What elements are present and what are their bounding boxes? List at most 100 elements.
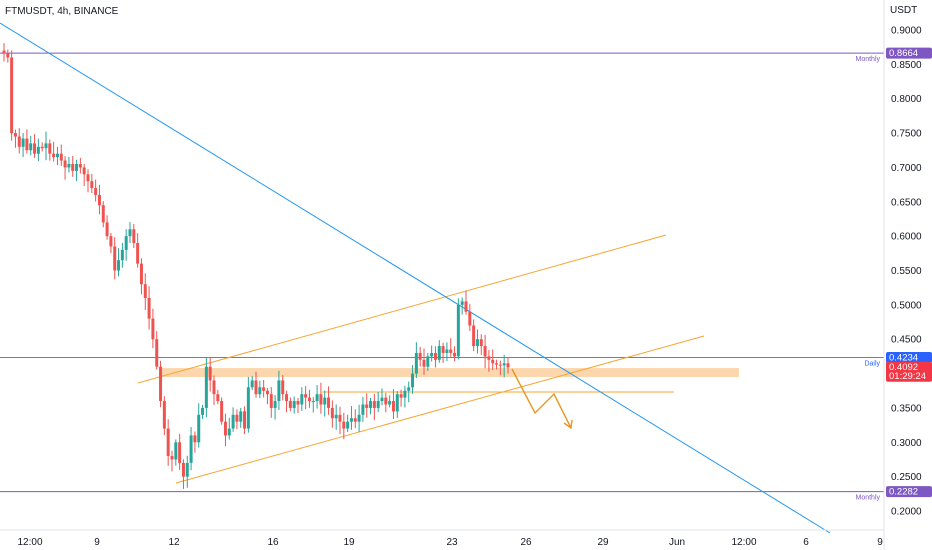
- candle-body: [246, 387, 250, 429]
- candle-body: [6, 53, 10, 58]
- candle-body: [139, 263, 143, 285]
- candle-body: [361, 404, 365, 415]
- candle-body: [342, 421, 346, 429]
- candle-body: [2, 50, 6, 54]
- candle-body: [304, 394, 308, 398]
- candle-body: [357, 414, 361, 422]
- x-tick-label: 19: [343, 537, 355, 548]
- y-tick-label: 0.5500: [891, 266, 922, 277]
- candle-body: [254, 380, 258, 395]
- candle-body: [472, 325, 476, 347]
- candle-body: [334, 414, 338, 419]
- candle-body: [128, 229, 132, 237]
- channel-upper-line: [137, 234, 667, 384]
- y-tick-label: 0.2500: [891, 472, 922, 483]
- price-tag-label-0: 0.8664: [889, 48, 918, 59]
- candle-body: [44, 143, 48, 149]
- candle-body: [82, 167, 86, 175]
- candle-body: [25, 138, 29, 151]
- candle-body: [498, 364, 502, 366]
- y-tick-label: 0.6000: [891, 232, 922, 243]
- candle-body: [430, 352, 434, 357]
- x-tick-label: 6: [803, 537, 809, 548]
- candle-body: [90, 181, 94, 189]
- candle-body: [262, 387, 266, 391]
- candle-body: [212, 380, 216, 395]
- x-tick-label: 29: [597, 537, 609, 548]
- candle-body: [223, 421, 227, 436]
- candle-body: [136, 243, 140, 264]
- y-tick-label: 0.9000: [891, 26, 922, 37]
- channel-lower-line: [175, 335, 705, 484]
- candle-body: [52, 153, 56, 158]
- x-tick-label: 9: [94, 537, 100, 548]
- candle-body: [380, 397, 384, 402]
- candle-body: [281, 380, 285, 395]
- candle-body: [456, 304, 460, 357]
- candle-body: [193, 435, 197, 443]
- candle-body: [414, 352, 418, 374]
- candle-body: [265, 390, 269, 395]
- level-label-1: Daily: [864, 360, 880, 367]
- price-tag-label-2: 0.4092: [889, 362, 918, 373]
- candle-body: [101, 205, 105, 223]
- candle-body: [155, 339, 159, 367]
- candle-body: [189, 435, 193, 463]
- y-tick-label: 0.2000: [891, 507, 922, 518]
- candle-body: [460, 301, 464, 305]
- x-tick-label: 9: [877, 537, 883, 548]
- candle-body: [319, 394, 323, 405]
- candle-body: [59, 153, 63, 161]
- candle-body: [13, 133, 17, 137]
- candle-body: [71, 163, 75, 171]
- candle-body: [372, 401, 376, 408]
- level-label-2: Monthly: [855, 495, 880, 502]
- time-axis[interactable]: 12:00 9 12 16 19 23 26 29 Jun 12:00 6 9: [17, 537, 883, 548]
- candle-body: [464, 301, 468, 312]
- price-tag-1: [886, 351, 932, 363]
- x-tick-label: 12:00: [731, 537, 756, 548]
- candles-layer: [2, 43, 510, 489]
- candle-body: [239, 411, 243, 422]
- candle-body: [250, 380, 254, 388]
- candle-body: [201, 407, 205, 415]
- candle-body: [277, 380, 281, 402]
- candle-body: [502, 363, 506, 366]
- candle-body: [174, 442, 178, 460]
- candle-body: [178, 442, 182, 463]
- candle-body: [453, 352, 457, 357]
- candle-body: [258, 387, 262, 395]
- candle-body: [487, 356, 491, 360]
- y-tick-label: 0.8000: [891, 94, 922, 105]
- candle-body: [269, 394, 273, 408]
- candle-body: [147, 297, 151, 319]
- candle-body: [162, 401, 166, 429]
- candle-body: [33, 143, 37, 154]
- candle-body: [422, 359, 426, 367]
- price-axis[interactable]: 0.9000 0.8500 0.8000 0.7500 0.7000 0.6500 0.60…: [891, 26, 922, 518]
- currency-label: USDT: [890, 5, 917, 16]
- candle-body: [449, 349, 453, 353]
- candle-body: [197, 414, 201, 443]
- price-tag-0: [886, 47, 932, 59]
- candle-body: [491, 359, 495, 364]
- candle-body: [384, 397, 388, 405]
- candle-body: [479, 339, 483, 347]
- candle-body: [407, 387, 411, 391]
- chart-title: FTMUSDT, 4h, BINANCE: [5, 6, 119, 17]
- candle-body: [36, 146, 40, 154]
- candle-body: [300, 394, 304, 405]
- candle-body: [273, 401, 277, 408]
- price-tag-label-1: 0.4234: [889, 352, 918, 363]
- candle-body: [376, 401, 380, 408]
- candle-body: [40, 146, 44, 149]
- candle-body: [208, 366, 212, 381]
- price-tag-sub-2: 01:29:24: [889, 371, 926, 382]
- candle-body: [369, 401, 373, 408]
- candle-body: [418, 352, 422, 360]
- candle-body: [105, 222, 109, 237]
- candle-body: [220, 401, 224, 422]
- candle-body: [143, 284, 147, 298]
- candle-body: [388, 401, 392, 405]
